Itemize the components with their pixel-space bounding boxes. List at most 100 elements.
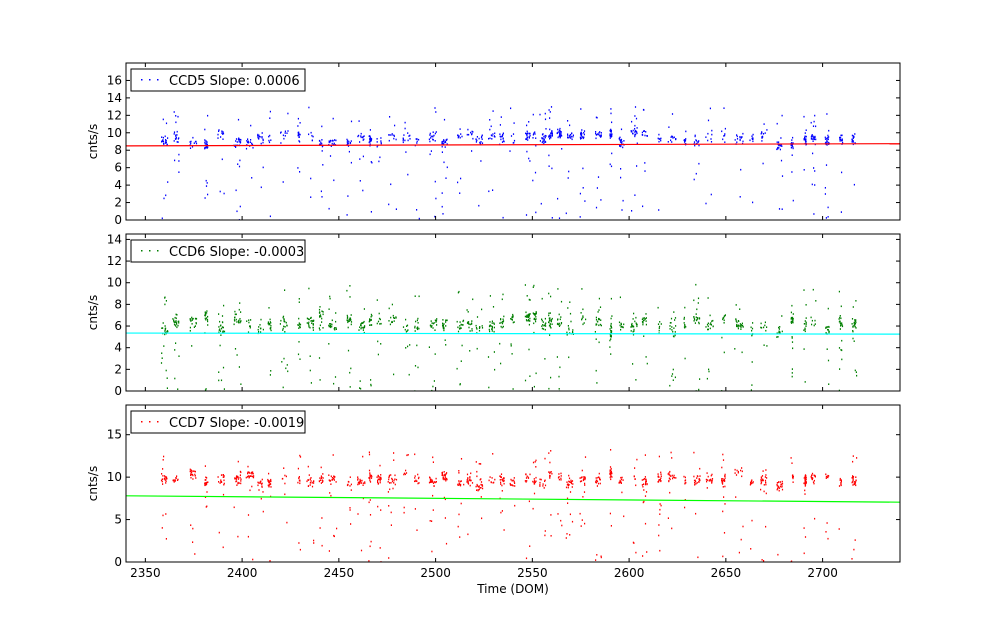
data-point bbox=[370, 139, 372, 142]
data-point bbox=[535, 372, 537, 375]
y-tick-label: 10 bbox=[107, 470, 122, 484]
data-point bbox=[234, 310, 236, 313]
data-point bbox=[544, 480, 546, 482]
data-point bbox=[378, 312, 380, 315]
data-point bbox=[406, 330, 408, 332]
data-point bbox=[388, 203, 390, 206]
data-point bbox=[840, 138, 842, 141]
data-point bbox=[513, 479, 515, 482]
data-point bbox=[621, 491, 623, 494]
data-point bbox=[805, 475, 807, 477]
data-point bbox=[444, 339, 446, 341]
data-point bbox=[444, 146, 446, 148]
data-point bbox=[810, 476, 813, 479]
data-point bbox=[503, 480, 505, 482]
legend: CCD5 Slope: 0.0006 bbox=[130, 68, 306, 92]
data-point bbox=[611, 152, 613, 155]
data-point bbox=[476, 316, 479, 318]
data-point bbox=[205, 317, 208, 319]
data-point bbox=[388, 320, 390, 322]
data-point bbox=[760, 326, 762, 329]
data-point bbox=[369, 479, 371, 482]
data-point bbox=[162, 514, 164, 517]
data-point bbox=[500, 318, 502, 320]
data-point bbox=[635, 379, 637, 381]
data-point bbox=[395, 138, 397, 141]
data-point bbox=[238, 308, 240, 311]
data-point bbox=[780, 483, 782, 486]
legend-marker bbox=[141, 79, 143, 81]
data-point bbox=[632, 363, 634, 365]
data-point bbox=[491, 477, 493, 479]
data-point bbox=[402, 326, 405, 328]
data-point bbox=[467, 533, 469, 536]
data-point bbox=[828, 136, 830, 138]
data-point bbox=[695, 316, 697, 319]
data-point bbox=[481, 517, 483, 520]
data-point bbox=[311, 134, 313, 137]
data-point bbox=[644, 478, 646, 480]
data-point bbox=[429, 132, 431, 135]
data-point bbox=[475, 324, 477, 327]
data-point bbox=[284, 130, 286, 133]
data-point bbox=[189, 470, 191, 473]
data-point bbox=[695, 283, 697, 286]
data-point bbox=[395, 316, 397, 318]
data-point bbox=[853, 135, 855, 137]
data-point bbox=[311, 485, 314, 488]
data-point bbox=[525, 557, 528, 560]
data-point bbox=[444, 476, 446, 479]
data-point bbox=[195, 140, 197, 143]
data-point bbox=[493, 323, 495, 325]
data-point bbox=[380, 322, 382, 325]
data-point bbox=[192, 478, 194, 480]
data-point bbox=[619, 324, 621, 327]
data-point bbox=[257, 135, 259, 137]
data-point bbox=[532, 179, 534, 182]
data-point bbox=[299, 141, 301, 143]
data-point bbox=[673, 476, 676, 479]
data-point bbox=[567, 136, 569, 139]
data-point bbox=[709, 327, 711, 330]
data-point bbox=[568, 480, 570, 483]
data-point bbox=[480, 483, 482, 486]
data-point bbox=[195, 322, 197, 325]
data-point bbox=[469, 323, 471, 326]
data-point bbox=[189, 326, 191, 329]
data-point bbox=[599, 478, 601, 481]
data-point bbox=[442, 324, 444, 326]
data-point bbox=[766, 326, 768, 328]
data-point bbox=[299, 133, 301, 136]
data-point bbox=[752, 481, 754, 483]
data-point bbox=[620, 482, 622, 484]
data-point bbox=[551, 132, 553, 135]
data-point bbox=[297, 131, 299, 134]
data-point bbox=[162, 459, 164, 461]
data-point bbox=[711, 133, 713, 136]
data-point bbox=[572, 135, 574, 138]
data-point bbox=[810, 121, 812, 124]
data-point bbox=[190, 474, 192, 476]
data-point bbox=[471, 323, 473, 325]
data-point bbox=[581, 318, 583, 321]
data-point bbox=[741, 136, 743, 138]
data-point bbox=[319, 324, 321, 327]
data-point bbox=[781, 480, 783, 483]
data-point bbox=[307, 318, 309, 320]
data-point bbox=[503, 529, 505, 531]
data-point bbox=[503, 315, 505, 318]
data-point bbox=[741, 351, 743, 354]
data-point bbox=[308, 106, 310, 109]
data-point bbox=[535, 459, 537, 462]
data-point bbox=[706, 480, 708, 483]
data-point bbox=[763, 344, 765, 346]
data-point bbox=[500, 321, 502, 324]
data-point bbox=[475, 138, 477, 140]
data-point bbox=[641, 134, 643, 136]
data-point bbox=[778, 147, 780, 149]
data-point bbox=[476, 485, 478, 487]
data-point bbox=[204, 484, 206, 487]
data-point bbox=[428, 138, 430, 141]
data-point bbox=[468, 321, 470, 323]
data-point bbox=[191, 473, 193, 476]
